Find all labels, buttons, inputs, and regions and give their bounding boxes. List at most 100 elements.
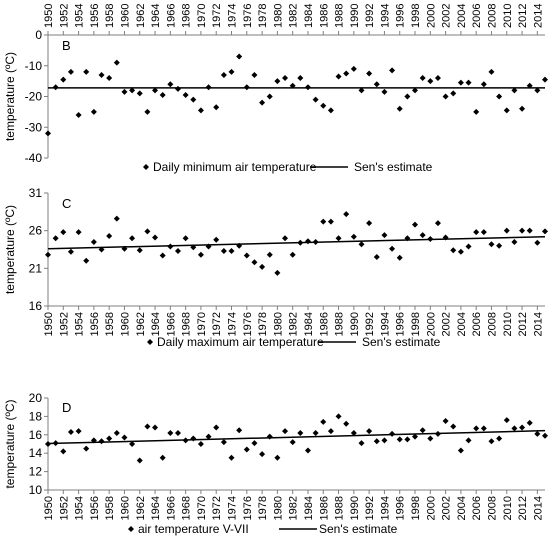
data-point	[373, 81, 380, 88]
x-tick-label: 1952	[58, 312, 70, 336]
x-tick-label: 2014	[532, 4, 544, 28]
x-tick-label: 2010	[502, 4, 514, 28]
x-tick-label: 1972	[211, 496, 223, 520]
x-tick-label: 2010	[502, 496, 514, 520]
x-tick-label: 1990	[349, 496, 361, 520]
x-tick-label: 1996	[395, 4, 407, 28]
data-point	[75, 428, 82, 435]
x-tick-label: 2014	[532, 312, 544, 336]
x-tick-label: 2000	[425, 496, 437, 520]
panel-letter: C	[62, 196, 71, 211]
data-point	[343, 70, 350, 77]
data-point	[457, 79, 464, 86]
data-point	[129, 235, 136, 242]
data-point	[113, 59, 120, 66]
data-point	[343, 211, 350, 218]
data-point	[335, 413, 342, 420]
x-tick-label: 2000	[425, 4, 437, 28]
x-tick-label: 1998	[410, 312, 422, 336]
x-tick-label: 1970	[196, 312, 208, 336]
y-axis-label: temperature (ºC)	[3, 52, 17, 141]
legend: Daily maximum air temperature Sen's estim…	[147, 335, 441, 349]
data-point	[358, 440, 365, 447]
data-point	[358, 241, 365, 248]
data-point	[174, 85, 181, 92]
x-tick-label: 2008	[486, 312, 498, 336]
data-point	[542, 432, 548, 439]
data-point	[274, 454, 281, 461]
data-point	[129, 441, 136, 447]
x-tick-label: 2004	[456, 4, 468, 28]
data-point	[427, 78, 434, 85]
data-point	[243, 446, 250, 453]
data-point	[526, 227, 533, 234]
data-point	[427, 435, 434, 442]
x-tick-label: 1990	[349, 4, 361, 28]
data-point	[503, 227, 510, 234]
data-point	[519, 424, 526, 431]
legend-label: air temperature V-VII	[138, 522, 249, 536]
data-point	[488, 241, 495, 248]
data-point	[243, 252, 250, 259]
x-tick-label: 1968	[181, 4, 193, 28]
data-point	[144, 228, 151, 235]
y-tick-label: 31	[29, 186, 43, 200]
legend-label: Sen's estimate	[354, 160, 433, 174]
data-point	[419, 427, 426, 434]
x-tick-label: 1962	[135, 496, 147, 520]
data-point	[534, 430, 541, 437]
data-point	[251, 71, 258, 78]
data-point	[113, 429, 120, 436]
data-point	[106, 75, 113, 82]
data-point	[67, 68, 74, 75]
y-tick-label: 16	[29, 428, 43, 442]
data-point	[274, 269, 281, 276]
data-point	[457, 447, 464, 454]
data-point	[52, 235, 59, 242]
data-point	[465, 79, 472, 86]
y-tick-label: -10	[25, 59, 43, 73]
x-tick-label: 1964	[150, 312, 162, 336]
x-tick-label: 1998	[410, 4, 422, 28]
legend: air temperature V-VII Sen's estimate	[128, 522, 398, 536]
x-tick-label: 1956	[89, 496, 101, 520]
data-point	[182, 235, 189, 242]
data-point	[228, 248, 235, 255]
x-tick-label: 1950	[43, 312, 55, 336]
data-point	[358, 87, 365, 94]
data-point	[282, 75, 289, 82]
x-tick-label: 2004	[456, 496, 468, 520]
x-tick-label: 2012	[517, 4, 529, 28]
data-point	[381, 437, 388, 444]
x-tick-label: 1994	[379, 496, 391, 520]
data-point	[174, 429, 181, 436]
sens-estimate-line	[47, 235, 546, 250]
x-tick-label: 2010	[502, 312, 514, 336]
data-point	[190, 435, 197, 442]
data-point	[75, 229, 82, 236]
data-point	[129, 87, 136, 94]
x-tick-label: 1986	[318, 312, 330, 336]
data-point	[488, 68, 495, 75]
data-point	[205, 433, 212, 440]
data-point	[167, 81, 174, 88]
panel-d-chart: D 20 18 16 14 12 10 temperature (ºC) 1950 1952 195…	[3, 391, 548, 536]
data-point	[419, 75, 426, 82]
data-point	[274, 78, 281, 85]
data-point	[304, 238, 311, 245]
data-point	[503, 417, 510, 424]
x-tick-label: 1968	[181, 312, 193, 336]
data-point	[496, 93, 503, 100]
data-point	[534, 87, 541, 94]
x-tick-label: 1958	[104, 312, 116, 336]
x-tick-label: 1996	[395, 496, 407, 520]
data-point	[480, 81, 487, 88]
x-tick-label: 1982	[288, 312, 300, 336]
x-tick-label: 2008	[486, 496, 498, 520]
x-tick-label: 1966	[165, 4, 177, 28]
data-point	[83, 445, 90, 452]
data-point	[236, 53, 243, 60]
data-point	[412, 221, 419, 228]
x-tick-label: 2000	[425, 312, 437, 336]
